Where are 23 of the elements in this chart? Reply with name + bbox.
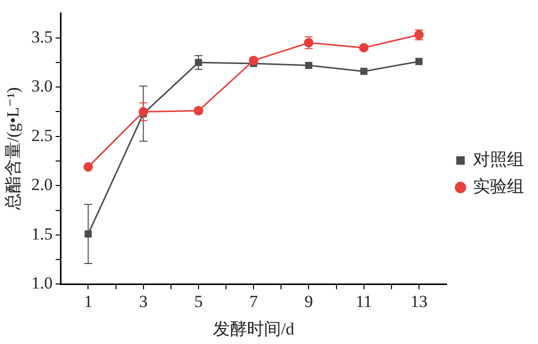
x-tick-label: 5 <box>194 292 203 311</box>
point <box>415 58 423 66</box>
y-tick-label: 3.0 <box>31 76 53 96</box>
point <box>83 162 93 172</box>
legend-label: 实验组 <box>473 176 524 196</box>
x-tick-label: 3 <box>139 292 148 311</box>
point <box>359 42 369 52</box>
y-axis-title: 总酯含量/(g•L⁻¹) <box>4 87 23 212</box>
y-tick-label: 3.5 <box>31 27 53 46</box>
point <box>84 230 92 238</box>
y-tick-label: 2.5 <box>31 126 53 145</box>
x-tick-label: 11 <box>356 292 372 311</box>
y-tick-label: 1.5 <box>31 224 53 244</box>
point <box>305 62 312 70</box>
x-axis-title: 发酵时间/d <box>212 319 295 338</box>
legend-label: 对照组 <box>473 150 524 169</box>
x-tick-label: 7 <box>249 292 258 311</box>
x-tick-label: 1 <box>84 292 92 311</box>
point <box>360 68 368 75</box>
x-tick-label: 13 <box>410 292 428 311</box>
y-tick-label: 2.0 <box>31 175 53 194</box>
x-tick-label: 9 <box>304 292 313 311</box>
y-tick-label: 1.0 <box>31 274 53 293</box>
